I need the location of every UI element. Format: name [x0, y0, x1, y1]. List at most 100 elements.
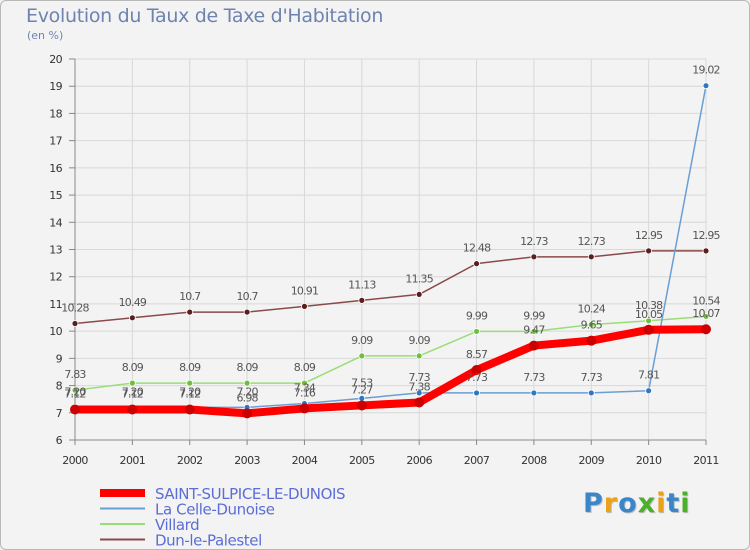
legend-label-3: Dun-le-Palestel — [155, 532, 262, 550]
data-point-2 — [71, 386, 79, 394]
data-label-2: 9.09 — [351, 334, 373, 347]
data-point-2 — [645, 317, 653, 325]
data-label-3: 12.73 — [520, 235, 548, 248]
chart-title: Evolution du Taux de Taxe d'Habitation — [26, 5, 384, 27]
data-label-1: 7.53 — [351, 376, 373, 389]
data-label-2: 7.83 — [64, 368, 86, 381]
data-point-0 — [70, 404, 80, 415]
x-tick-label: 2001 — [120, 454, 146, 467]
data-label-0: 7.27 — [351, 383, 373, 396]
series-line-2 — [74, 315, 707, 391]
data-label-3: 10.7 — [236, 290, 258, 303]
logo-letter: i — [656, 488, 667, 519]
series-line-0 — [71, 325, 710, 418]
y-tick-label: 18 — [49, 107, 62, 120]
logo-letter: r — [603, 488, 619, 519]
data-point-3 — [128, 314, 136, 322]
data-point-2 — [530, 328, 538, 335]
data-label-0: 7.16 — [294, 386, 316, 399]
data-point-3 — [473, 260, 480, 268]
data-point-0 — [414, 397, 425, 408]
data-label-2: 8.09 — [236, 361, 258, 374]
series-layer — [70, 82, 711, 419]
data-point-1 — [415, 389, 423, 397]
data-label-3: 12.95 — [635, 229, 663, 242]
logo-letter: x — [637, 488, 657, 519]
data-point-1 — [473, 389, 480, 397]
logo-letter: P — [583, 488, 604, 519]
y-tick-label: 16 — [49, 162, 62, 175]
data-label-1: 7.20 — [122, 385, 144, 398]
y-tick-label: 17 — [49, 135, 62, 148]
data-label-2: 8.09 — [179, 361, 201, 374]
data-label-1: 7.20 — [236, 385, 258, 398]
data-label-0: 7.38 — [409, 380, 431, 393]
data-point-1 — [587, 389, 595, 397]
logo-letter: i — [680, 488, 691, 519]
data-label-0: 6.98 — [236, 391, 258, 404]
x-tick-label: 2009 — [578, 454, 604, 467]
data-label-3: 10.49 — [119, 296, 147, 309]
data-label-2: 8.09 — [122, 361, 144, 374]
data-point-1 — [702, 82, 710, 90]
data-point-2 — [358, 352, 366, 360]
data-point-2 — [473, 328, 480, 335]
data-point-2 — [128, 379, 136, 387]
x-tick-label: 2004 — [292, 454, 318, 467]
data-point-3 — [415, 291, 423, 298]
data-point-0 — [528, 340, 539, 351]
data-label-1: 7.20 — [64, 385, 86, 398]
data-label-0: 9.65 — [581, 319, 603, 332]
data-label-2: 9.99 — [466, 309, 488, 322]
data-point-0 — [471, 365, 482, 376]
y-tick-label: 19 — [49, 80, 62, 93]
x-tick-label: 2011 — [693, 454, 719, 467]
data-label-2: 10.24 — [578, 303, 606, 316]
x-tick-label: 2003 — [234, 454, 260, 467]
data-point-3 — [702, 247, 710, 255]
data-label-0: 8.57 — [466, 348, 488, 361]
data-point-3 — [301, 302, 308, 310]
data-label-0: 10.05 — [635, 308, 663, 321]
data-point-0 — [701, 324, 711, 335]
data-point-3 — [186, 308, 194, 316]
data-point-3 — [530, 253, 538, 261]
x-tick-label: 2007 — [464, 454, 490, 467]
y-tick-label: 13 — [49, 244, 62, 257]
data-label-1: 7.81 — [638, 369, 659, 382]
y-tick-label: 15 — [49, 189, 62, 202]
data-point-0 — [242, 408, 253, 419]
data-point-3 — [358, 296, 366, 304]
data-label-3: 10.28 — [61, 302, 89, 315]
y-tick-label: 20 — [49, 53, 62, 66]
data-label-3: 12.48 — [463, 242, 491, 255]
data-label-2: 10.54 — [692, 294, 720, 307]
x-tick-label: 2000 — [62, 454, 88, 467]
data-point-2 — [186, 379, 194, 387]
data-point-3 — [243, 308, 251, 316]
data-labels: 7.12 7.12 7.12 6.98 7.16 7.27 7.38 8.57 9.47 9.65… — [61, 64, 721, 405]
y-tick-label: 10 — [49, 325, 62, 338]
data-point-2 — [587, 321, 595, 329]
proxiti-logo: Proxiti — [583, 488, 691, 519]
data-label-0: 10.07 — [692, 307, 720, 320]
axes: 6 7 8 9 10 11 12 13 14 15 16 17 18 19 20 2000 2001 2002 20… — [49, 53, 719, 467]
x-tick-label: 2005 — [349, 454, 375, 467]
data-point-0 — [127, 404, 138, 415]
data-point-1 — [645, 387, 653, 395]
y-tick-label: 9 — [56, 352, 63, 365]
data-point-2 — [702, 313, 710, 320]
data-label-0: 9.47 — [523, 324, 545, 337]
logo-letter: o — [618, 488, 638, 519]
data-label-1: 7.73 — [409, 371, 431, 384]
data-point-3 — [71, 320, 79, 327]
data-label-3: 10.7 — [179, 290, 201, 303]
data-label-2: 9.99 — [523, 309, 545, 322]
data-point-2 — [243, 379, 251, 387]
y-tick-label: 6 — [56, 434, 63, 447]
data-point-0 — [586, 335, 597, 346]
data-label-1: 7.73 — [523, 371, 545, 384]
legend-label-2: Villard — [155, 516, 199, 534]
